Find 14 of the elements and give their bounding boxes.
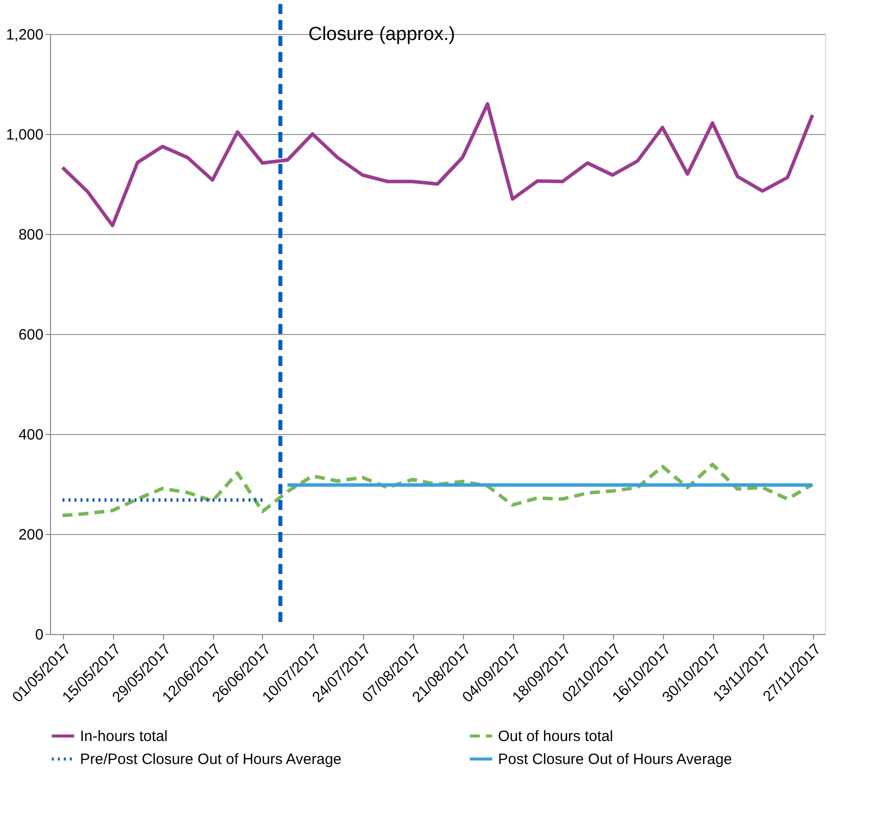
y-tick-label: 200: [18, 526, 44, 544]
y-tick-label: 0: [35, 626, 44, 644]
y-tick-label: 800: [18, 226, 44, 244]
legend-label: In-hours total: [80, 728, 168, 745]
y-tick-label: 1,200: [6, 26, 44, 44]
y-tick-label: 600: [18, 326, 44, 344]
legend-label: Post Closure Out of Hours Average: [498, 751, 732, 768]
line-series: [60, 462, 814, 518]
y-tick-label: 1,000: [6, 126, 44, 144]
y-tick-label: 400: [18, 426, 44, 444]
legend-label: Out of hours total: [498, 728, 614, 745]
ref-line-label: Closure (approx.): [308, 24, 456, 45]
legend-label: Pre/Post Closure Out of Hours Average: [80, 751, 342, 768]
line-series: [60, 102, 814, 228]
